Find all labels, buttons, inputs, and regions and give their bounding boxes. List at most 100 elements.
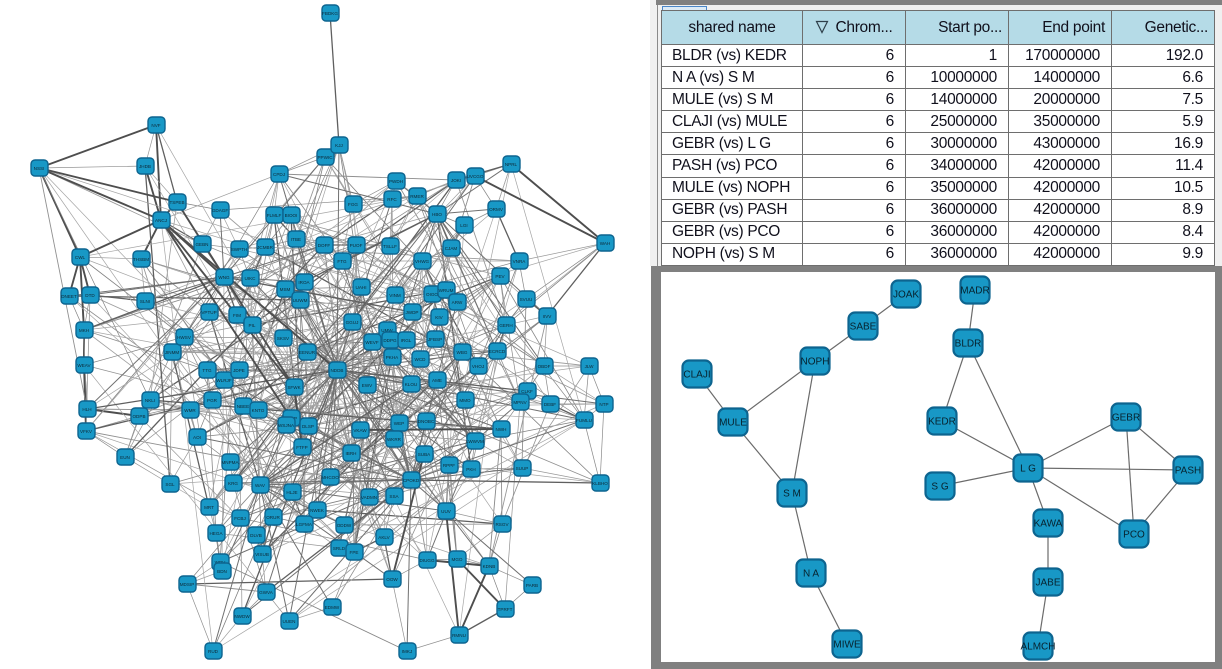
svg-text:UMW: UMW: [381, 328, 393, 333]
svg-text:WAH: WAH: [600, 241, 611, 246]
svg-text:IRGL: IRGL: [401, 338, 412, 343]
svg-text:VISUB: VISUB: [255, 552, 269, 557]
svg-text:PASH: PASH: [1175, 466, 1202, 477]
svg-text:DLSP: DLSP: [302, 424, 314, 429]
svg-text:MPNV: MPNV: [513, 400, 527, 405]
svg-text:ANCJ: ANCJ: [155, 218, 167, 223]
svg-text:TTG: TTG: [202, 368, 212, 373]
svg-text:LGFMA: LGFMA: [296, 522, 313, 527]
svg-text:SGL: SGL: [165, 482, 175, 487]
svg-text:NSSI: NSSI: [34, 166, 45, 171]
svg-text:GWVA: GWVA: [259, 590, 274, 595]
svg-text:TSLLF: TSLLF: [383, 244, 397, 249]
svg-text:NWH: NWH: [496, 427, 507, 432]
svg-text:PIL: PIL: [249, 323, 256, 328]
svg-text:WEAV: WEAV: [77, 363, 91, 368]
svg-text:FBDKG: FBDKG: [322, 11, 338, 16]
svg-text:VPTUP: VPTUP: [201, 310, 216, 315]
svg-text:NDDB: NDDB: [330, 368, 343, 373]
svg-text:SUUP: SUUP: [516, 466, 529, 471]
svg-text:UVCGO: UVCGO: [467, 174, 484, 179]
svg-text:SWPTH: SWPTH: [231, 247, 248, 252]
svg-text:JABE: JABE: [1035, 578, 1060, 589]
svg-text:LWWVM: LWWVM: [466, 439, 484, 444]
svg-text:VHOJ: VHOJ: [472, 364, 484, 369]
svg-text:EUN: EUN: [120, 455, 130, 460]
svg-text:SVUU: SVUU: [520, 297, 533, 302]
svg-text:BDN: BDN: [217, 569, 227, 574]
svg-text:EENUR: EENUR: [299, 350, 316, 355]
svg-text:MRT: MRT: [204, 505, 214, 510]
svg-text:WAV: WAV: [255, 483, 266, 488]
svg-text:JDPE: JDPE: [233, 368, 245, 373]
svg-text:VHWG: VHWG: [415, 259, 430, 264]
svg-text:JLW: JLW: [585, 364, 595, 369]
svg-text:JFBSP: JFBSP: [428, 337, 442, 342]
svg-text:DTD: DTD: [85, 293, 95, 298]
svg-text:KLBHO: KLBHO: [592, 481, 608, 486]
svg-text:MMO: MMO: [459, 398, 471, 403]
svg-text:OOW: OOW: [386, 577, 398, 582]
svg-text:WBG: WBG: [457, 350, 468, 355]
svg-text:MKH: MKH: [79, 328, 89, 333]
svg-text:OBDF: OBDF: [538, 364, 551, 369]
svg-text:BLDR: BLDR: [955, 339, 982, 350]
svg-text:DIUGG: DIUGG: [419, 558, 434, 563]
svg-text:ORUR: ORUR: [266, 515, 280, 520]
svg-text:PKH: PKH: [466, 467, 475, 472]
svg-text:HLH: HLH: [82, 407, 91, 412]
svg-text:LGI: LGI: [460, 223, 467, 228]
svg-text:CLKF: CLKF: [521, 389, 533, 394]
svg-text:JWDP: JWDP: [405, 310, 418, 315]
svg-text:EWV: EWV: [362, 383, 373, 388]
svg-text:VFKV: VFKV: [80, 429, 93, 434]
svg-text:IROA: IROA: [298, 280, 310, 285]
svg-text:JINMM: JINMM: [165, 350, 180, 355]
svg-text:ITBE: ITBE: [291, 237, 301, 242]
svg-text:NVF: NVF: [151, 123, 160, 128]
svg-text:IMKJ: IMKJ: [402, 649, 412, 654]
svg-text:ALMCH: ALMCH: [1020, 642, 1055, 653]
svg-text:HBO: HBO: [432, 212, 442, 217]
svg-text:SSA: SSA: [389, 494, 399, 499]
svg-text:THSBM: THSBM: [133, 257, 149, 262]
svg-text:PARB: PARB: [526, 583, 538, 588]
svg-text:WRUM: WRUM: [439, 288, 454, 293]
svg-text:VADMN: VADMN: [361, 495, 377, 500]
svg-text:EDMW: EDMW: [325, 605, 340, 610]
svg-text:ODDW: ODDW: [337, 523, 352, 528]
svg-text:IBRH: IBRH: [346, 451, 357, 456]
svg-text:KJJ: KJJ: [335, 143, 343, 148]
svg-text:WMR: WMR: [184, 408, 196, 413]
svg-text:PEV: PEV: [495, 274, 505, 279]
svg-text:PGR: PGR: [207, 398, 218, 403]
svg-text:GEBR: GEBR: [1112, 413, 1140, 424]
svg-text:DNOBC: DNOBC: [418, 419, 435, 424]
svg-text:VINM: VINM: [389, 293, 401, 298]
svg-text:UUWM: UUWM: [293, 298, 308, 303]
svg-text:ECRCD: ECRCD: [489, 349, 506, 354]
svg-text:AME: AME: [432, 378, 442, 383]
svg-text:KAWA: KAWA: [1034, 519, 1063, 530]
svg-text:GGUJ: GGUJ: [346, 320, 359, 325]
svg-text:FUMLU: FUMLU: [576, 418, 592, 423]
svg-text:FTG: FTG: [337, 259, 347, 264]
svg-text:SUBA: SUBA: [418, 452, 431, 457]
svg-text:UIKC: UIKC: [245, 276, 257, 281]
svg-text:CPOKD: CPOKD: [403, 478, 420, 483]
svg-text:FPE: FPE: [350, 550, 359, 555]
svg-text:ORMV: ORMV: [489, 207, 504, 212]
svg-text:UAHI: UAHI: [356, 285, 367, 290]
svg-text:WEP: WEP: [394, 421, 404, 426]
svg-text:TSPEB: TSPEB: [169, 200, 184, 205]
svg-text:MIWE: MIWE: [833, 640, 861, 651]
svg-text:WCD: WCD: [415, 357, 427, 362]
svg-text:NTP: NTP: [599, 402, 608, 407]
svg-text:TPRFT: TPRFT: [498, 607, 513, 612]
svg-text:FIM: FIM: [233, 313, 241, 318]
svg-text:AOI: AOI: [193, 435, 201, 440]
svg-text:NWDW: NWDW: [234, 614, 250, 619]
svg-text:UUEN: UUEN: [282, 619, 295, 624]
svg-text:WLRJF: WLRJF: [216, 378, 232, 383]
svg-text:KRG: KRG: [228, 481, 238, 486]
